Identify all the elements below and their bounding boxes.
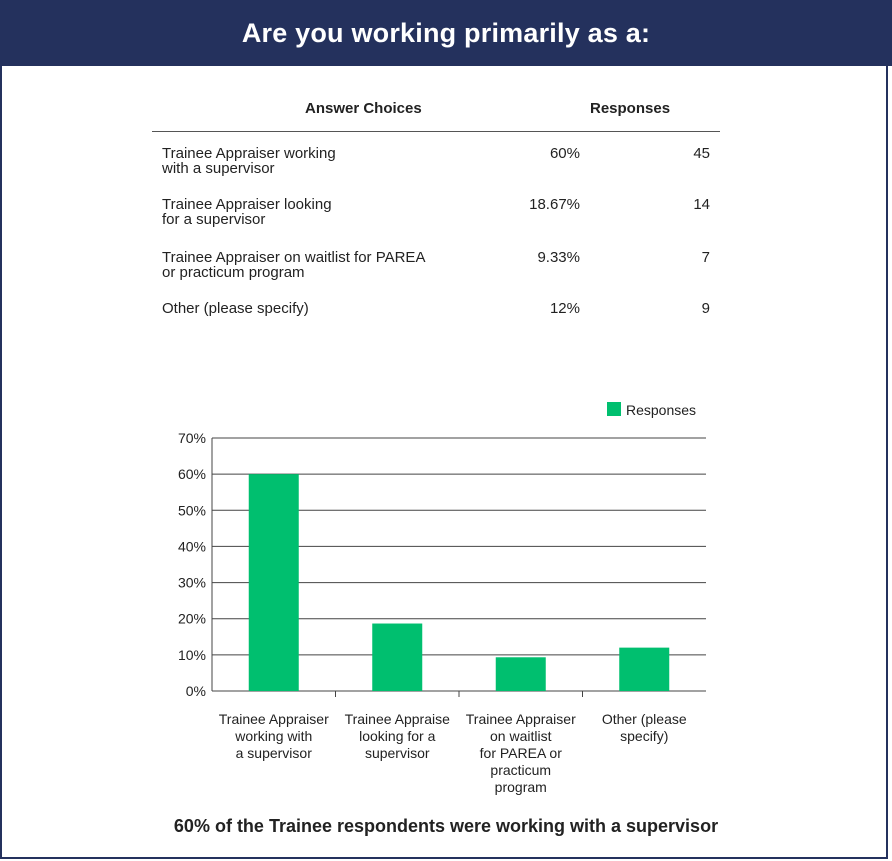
- page-title: Are you working primarily as a:: [0, 0, 892, 66]
- chart-caption: 60% of the Trainee respondents were work…: [173, 816, 719, 836]
- x-tick-label: Trainee Appraise looking for a supervisor: [345, 711, 451, 761]
- row-choice-line: or practicum program: [162, 264, 305, 281]
- bar: [495, 657, 546, 691]
- y-tick-label: 0%: [186, 683, 206, 699]
- x-tick-label: Trainee Appraiser working with a superviso…: [219, 711, 329, 761]
- y-tick-label: 50%: [178, 502, 206, 518]
- y-tick-label: 10%: [178, 647, 206, 663]
- row-count: 14: [693, 196, 710, 213]
- y-tick-label: 20%: [178, 611, 206, 627]
- row-choice: Trainee Appraiser working with a supervi…: [162, 146, 482, 176]
- legend-label: Responses: [626, 402, 696, 418]
- row-choice: Other (please specify): [162, 301, 482, 316]
- bar: [248, 474, 299, 691]
- row-percent: 18.67%: [529, 196, 580, 213]
- row-choice-line: Trainee Appraiser working: [162, 145, 336, 162]
- row-percent: 60%: [549, 145, 580, 162]
- row-choice-line: Trainee Appraiser on waitlist for PAREA: [162, 249, 426, 266]
- y-tick-label: 30%: [178, 575, 206, 591]
- y-tick-label: 40%: [178, 538, 206, 554]
- header-responses: Responses: [590, 100, 671, 117]
- bar: [372, 623, 423, 691]
- x-tick-label: Other (please specify): [602, 711, 687, 744]
- legend-swatch: [607, 402, 621, 416]
- y-tick-label: 60%: [178, 466, 206, 482]
- table-header-rule: [152, 131, 720, 132]
- bar: [619, 647, 670, 691]
- row-choice-line: for a supervisor: [162, 211, 266, 228]
- row-choice: Trainee Appraiser looking for a supervis…: [162, 197, 482, 227]
- row-percent: 12%: [549, 300, 580, 317]
- row-count: 9: [701, 300, 710, 317]
- row-choice-line: with a supervisor: [162, 160, 275, 177]
- bar-chart: 0% 10% 20% 30% 40% 50% 60% 70% Trainee Appraiser…: [178, 402, 706, 795]
- row-choice-line: Other (please specify): [162, 300, 309, 317]
- header-answer-choices: Answer Choices: [305, 100, 422, 117]
- row-count: 45: [693, 145, 710, 162]
- row-percent: 9.33%: [537, 249, 580, 266]
- row-choice-line: Trainee Appraiser looking: [162, 196, 332, 213]
- row-count: 7: [701, 249, 710, 266]
- y-tick-label: 70%: [178, 430, 206, 446]
- row-choice: Trainee Appraiser on waitlist for PAREA …: [162, 250, 482, 280]
- x-tick-label: Trainee Appraiser on waitlist for PAREA or…: [466, 711, 576, 795]
